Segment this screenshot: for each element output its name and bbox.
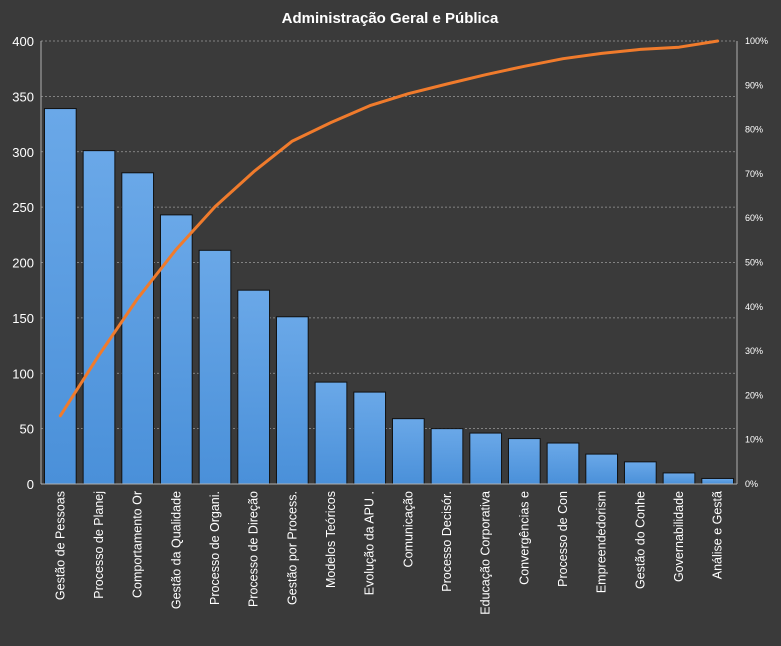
y-tick-label: 350	[12, 89, 34, 104]
x-tick-label: Processo de Direção	[247, 491, 261, 607]
x-tick-label: Análise e Gestã	[711, 491, 725, 579]
y2-tick-label: 90%	[745, 80, 763, 90]
y2-tick-label: 60%	[745, 213, 763, 223]
y-tick-label: 300	[12, 145, 34, 160]
bar	[353, 391, 387, 485]
x-tick-label: Modelos Teóricos	[324, 491, 338, 588]
x-tick-label: Processo de Con	[556, 491, 570, 587]
cumulative-line	[58, 39, 720, 418]
y2-tick-label: 70%	[745, 169, 763, 179]
y2-tick-label: 30%	[745, 346, 763, 356]
gridlines	[41, 40, 737, 430]
x-tick-label: Empreendedorism	[595, 491, 609, 593]
bar	[314, 381, 348, 485]
x-tick-label: Processo de Planej	[92, 491, 106, 599]
x-tick-label: Processo Decisór.	[440, 491, 454, 592]
y2-tick-label: 10%	[745, 435, 763, 445]
y2-axis-tick-labels: 0% 10% 20% 30% 40% 50% 60% 70% 80% 90% 100%	[745, 36, 768, 489]
y2-tick-label: 40%	[745, 302, 763, 312]
y-tick-label: 50	[20, 422, 34, 437]
y2-tick-label: 20%	[745, 390, 763, 400]
y2-tick-label: 50%	[745, 258, 763, 268]
bar	[159, 214, 193, 485]
y-tick-label: 400	[12, 34, 34, 49]
x-tick-label: Comunicação	[401, 491, 415, 567]
bar	[82, 150, 116, 485]
y-tick-label: 150	[12, 311, 34, 326]
bar	[43, 108, 77, 485]
y2-tick-label: 0%	[745, 479, 758, 489]
bar	[585, 453, 619, 485]
x-tick-label: Convergências e	[517, 491, 531, 585]
cumulative-line-series	[58, 39, 720, 418]
bar	[469, 432, 503, 485]
chart-title: Administração Geral e Pública	[282, 10, 499, 27]
bar	[121, 172, 155, 485]
x-tick-label: Governabilidade	[672, 491, 686, 582]
bar	[623, 461, 657, 485]
bar	[391, 418, 425, 485]
bar	[701, 477, 735, 485]
bar	[546, 442, 580, 485]
axes	[40, 41, 738, 485]
x-tick-label: Gestão da Qualidade	[169, 491, 183, 609]
bar	[237, 289, 271, 485]
y-tick-label: 250	[12, 200, 34, 215]
x-tick-label: Evolução da APU .	[363, 491, 377, 595]
y-tick-label: 100	[12, 366, 34, 381]
x-tick-label: Comportamento Or	[131, 491, 145, 598]
bar	[275, 316, 309, 485]
bar	[430, 428, 464, 485]
x-tick-label: Educação Corporativa	[479, 491, 493, 615]
y2-tick-label: 80%	[745, 125, 763, 135]
x-tick-label: Gestão do Conhe	[633, 491, 647, 589]
x-tick-label: Gestão por Process.	[285, 491, 299, 605]
y-tick-label: 200	[12, 256, 34, 271]
bar	[507, 438, 541, 485]
x-tick-label: Processo de Organi.	[208, 491, 222, 605]
y2-tick-label: 100%	[745, 36, 768, 46]
y-axis-tick-labels: 0 50 100 150 200 250 300 350 400	[12, 34, 34, 492]
bar	[662, 472, 696, 485]
x-axis-tick-labels: Gestão de Pessoas Processo de Planej Compo…	[53, 491, 724, 615]
y-tick-label: 0	[27, 477, 34, 492]
x-tick-label: Gestão de Pessoas	[53, 491, 67, 600]
bar-series	[43, 108, 735, 485]
bar	[198, 249, 232, 485]
